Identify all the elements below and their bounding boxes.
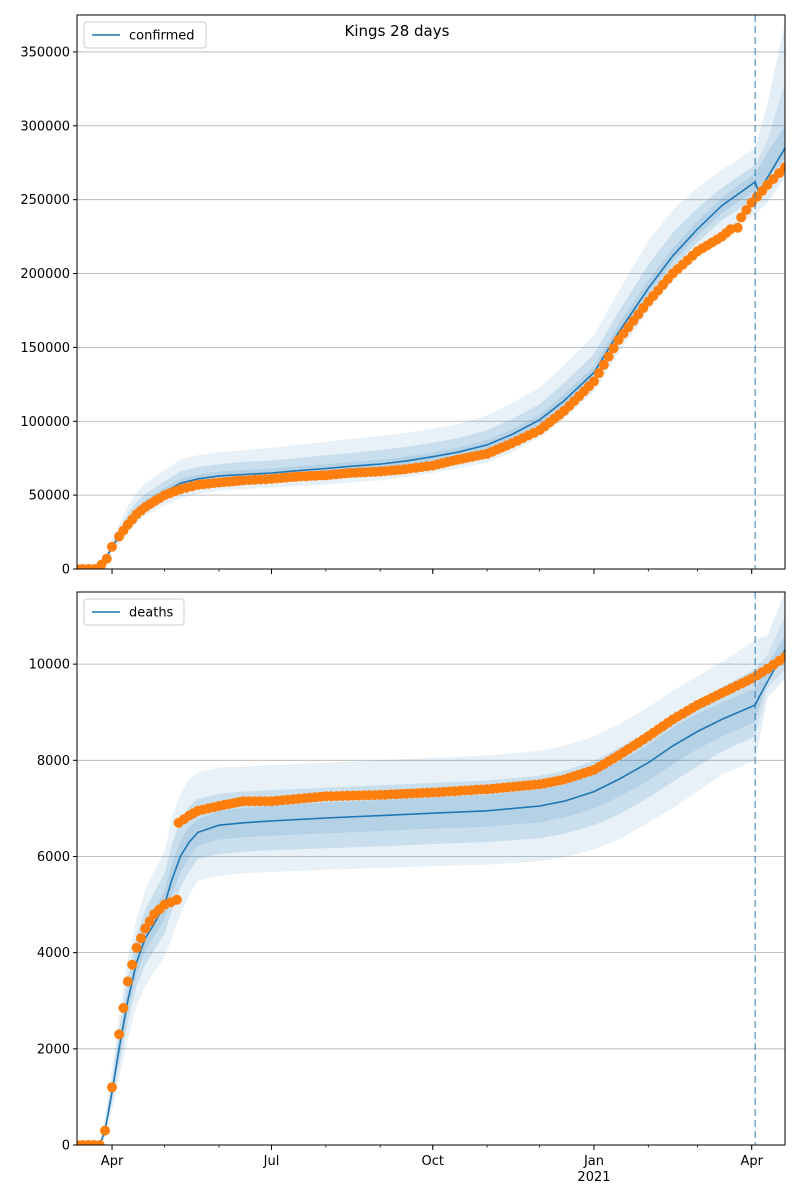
plot-area <box>77 592 785 1145</box>
observed-point <box>107 1082 117 1093</box>
observed-point <box>100 1125 110 1136</box>
legend-label: confirmed <box>129 29 195 44</box>
axes-frame <box>76 14 786 570</box>
observed-point <box>107 541 117 552</box>
legend: deaths <box>83 598 185 626</box>
deaths-model-line <box>77 649 785 1145</box>
observed-point <box>114 1029 125 1040</box>
uncertainty-band <box>77 688 756 1145</box>
y-tick-label: 4000 <box>37 946 70 961</box>
observed-point <box>140 923 151 934</box>
observed-point <box>94 1140 105 1145</box>
uncertainty-band <box>77 164 756 569</box>
x-tick-label: Apr <box>101 1154 124 1169</box>
observed-point <box>603 351 614 362</box>
legend-box <box>83 598 185 626</box>
plot-area <box>77 22 785 569</box>
observed-points <box>77 162 785 569</box>
y-tick-label: 150000 <box>20 341 70 356</box>
confirmed-panel: 0 50000 100000 150000 200000 250000 300000 3500… <box>20 14 786 578</box>
observed-point <box>593 368 604 379</box>
observed-point <box>171 894 182 905</box>
y-tick-label: 350000 <box>20 45 70 60</box>
observed-point <box>122 976 133 987</box>
x-tick-label: Jan <box>583 1154 604 1169</box>
observed-point <box>780 162 785 173</box>
uncertainty-band <box>77 668 756 1145</box>
uncertainty-band <box>77 640 756 1145</box>
observed-point <box>136 933 146 944</box>
observed-point <box>131 942 142 953</box>
y-tick-label: 8000 <box>37 754 70 769</box>
y-tick-label: 2000 <box>37 1042 70 1057</box>
observed-point <box>741 205 752 215</box>
observed-point <box>118 1003 129 1013</box>
legend: confirmed <box>83 21 207 49</box>
x-tick-label: Apr <box>740 1154 763 1169</box>
x-tick-label: Oct <box>422 1154 444 1169</box>
observed-point <box>144 916 155 927</box>
y-tick-label: 50000 <box>29 489 70 504</box>
observed-point <box>598 359 609 370</box>
y-tick-label: 6000 <box>37 850 70 865</box>
uncertainty-band <box>77 148 756 569</box>
y-tick-label: 0 <box>62 1139 70 1154</box>
observed-point <box>780 651 785 662</box>
observed-point <box>608 343 619 354</box>
observed-points <box>77 651 785 1145</box>
uncertainty-band <box>755 22 785 215</box>
legend-box <box>83 21 207 49</box>
y-tick-label: 100000 <box>20 415 70 430</box>
figure-title: Kings 28 days <box>345 22 450 40</box>
y-tick-label: 0 <box>62 563 70 578</box>
legend-label: deaths <box>129 606 174 621</box>
axes-frame <box>76 591 786 1146</box>
y-tick-label: 10000 <box>29 658 70 673</box>
uncertainty-band <box>755 125 785 191</box>
y-tick-label: 200000 <box>20 267 70 282</box>
observed-point <box>589 376 599 387</box>
observed-point <box>101 553 112 564</box>
x-tick-label: Jul <box>263 1154 280 1169</box>
x-tick-sublabel: 2021 <box>577 1170 610 1185</box>
observed-point <box>127 959 138 970</box>
uncertainty-band <box>77 173 756 569</box>
observed-point <box>736 212 747 223</box>
y-tick-label: 250000 <box>20 193 70 208</box>
y-tick-label: 300000 <box>20 119 70 134</box>
observed-point <box>732 222 743 233</box>
